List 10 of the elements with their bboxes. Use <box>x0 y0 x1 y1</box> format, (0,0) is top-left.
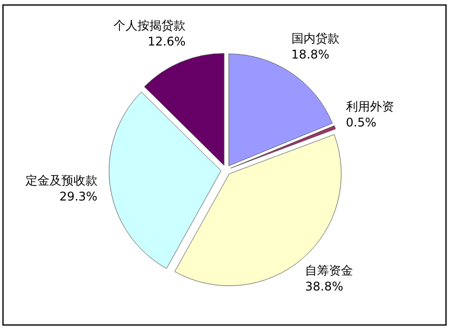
slice-label: 国内贷款 <box>291 32 340 46</box>
data-label: 0.5% <box>346 116 376 130</box>
slice-label: 利用外资 <box>346 100 394 114</box>
data-label: 18.8% <box>291 48 330 62</box>
slice-label: 定金及预收款 <box>25 174 98 188</box>
data-label: 29.3% <box>59 190 98 204</box>
data-label: 12.6% <box>148 34 186 48</box>
data-label: 38.8% <box>305 280 344 294</box>
slice-label: 个人按揭贷款 <box>114 18 186 32</box>
slice-label: 自筹资金 <box>305 264 354 278</box>
